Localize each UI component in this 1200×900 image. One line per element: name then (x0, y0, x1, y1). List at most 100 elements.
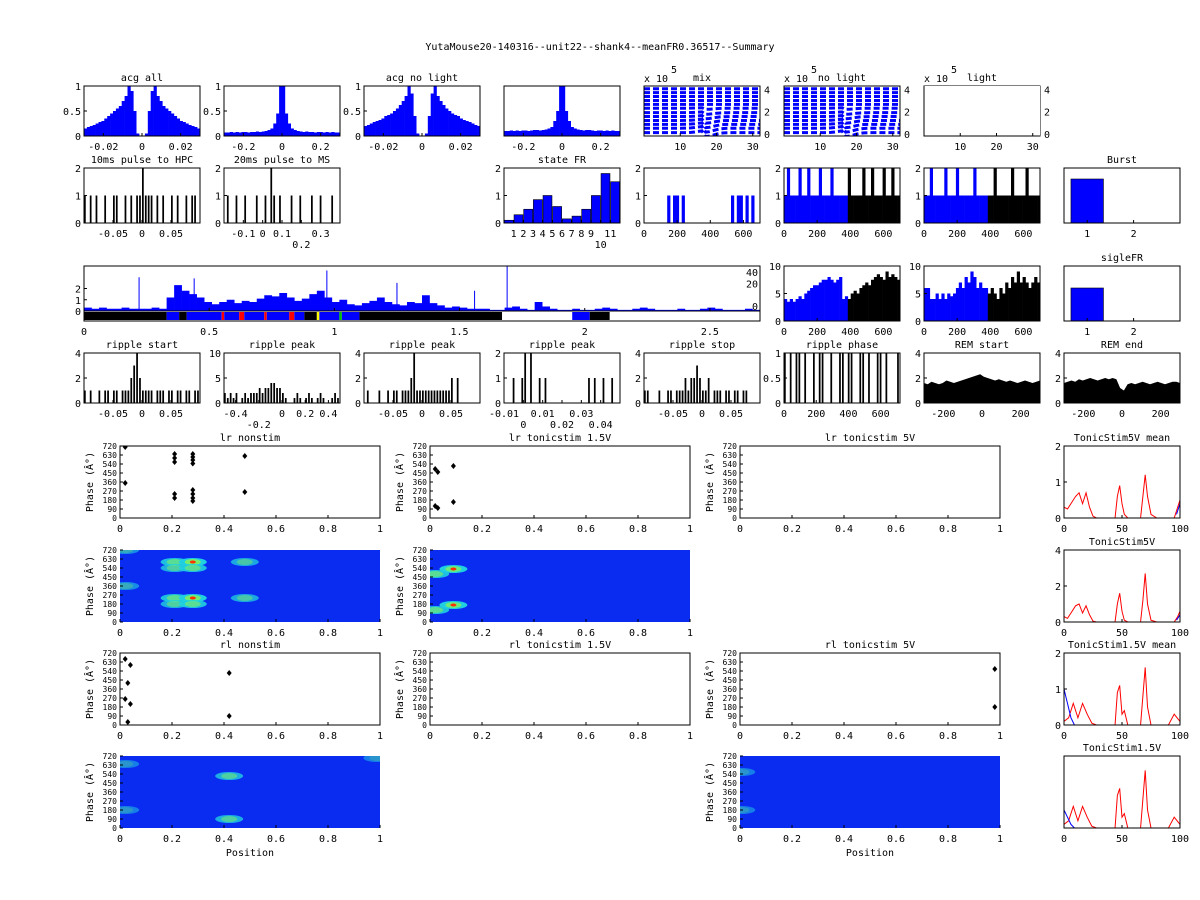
bar (804, 353, 807, 403)
bar (950, 195, 954, 223)
bar (308, 132, 312, 136)
bar (938, 299, 942, 321)
bar (339, 299, 348, 311)
bar (807, 168, 811, 223)
bar (891, 168, 895, 223)
scatter-point (122, 696, 128, 702)
bar (856, 195, 860, 223)
y-axis-label: Phase (Â°) (83, 452, 96, 512)
bar (926, 195, 931, 223)
bar (442, 390, 445, 403)
bar (594, 308, 603, 311)
bar (369, 123, 373, 136)
x-tick-label: 0 (737, 834, 743, 845)
bar (331, 132, 335, 136)
panel-acg_all_wide: -0.2 0 0.2 0 0.5 1 (203, 82, 341, 153)
x-tick-label: 0.4 (319, 409, 337, 420)
y-tick-label: 720 (723, 752, 738, 761)
bar (319, 393, 322, 403)
bar (935, 293, 939, 321)
bar (299, 131, 303, 136)
y-tick-label: 90 (417, 505, 427, 514)
bar (293, 398, 296, 403)
bar (189, 294, 197, 311)
bar (850, 293, 854, 321)
y-tick-label: 2 (1055, 649, 1061, 660)
bar (973, 277, 977, 321)
y-axis-label: Phase (Â°) (703, 762, 716, 822)
bar (675, 390, 678, 403)
bar (147, 111, 151, 136)
bar (970, 195, 974, 223)
x-tick-label: 0 (921, 327, 927, 338)
bar (416, 390, 418, 403)
bar (979, 195, 983, 223)
bar (276, 388, 278, 403)
state-segment (316, 312, 320, 320)
bar (171, 390, 173, 403)
panel-acg_nolight_wide: -0.2 0 0.2 (503, 85, 621, 153)
bar (451, 113, 455, 136)
bar (311, 195, 313, 223)
bar (261, 131, 265, 136)
bar (241, 398, 244, 403)
x-axis-label: Position (226, 848, 274, 859)
bar (885, 271, 889, 321)
y-tick-label: 720 (413, 649, 428, 658)
bar (179, 390, 182, 403)
bar (993, 168, 997, 223)
axes-frame (429, 445, 691, 519)
panel-ripple_phase: ripple phase 0 200 400 600 0 0.5 1 (763, 340, 901, 420)
bar (515, 130, 519, 136)
x-tick-label: 0.4 (525, 524, 543, 535)
y-tick-label: 270 (723, 797, 738, 806)
y-tick-label: 2 (635, 374, 641, 385)
bar (941, 195, 945, 223)
bar (301, 298, 310, 311)
bar (253, 132, 257, 136)
panel-rl_tonic5: rl tonicstim 5V0 0.2 0.4 0.6 0.8 109018027036… (703, 640, 1003, 742)
y-tick-label: 4 (904, 85, 910, 96)
line-series (1064, 474, 1180, 518)
y-tick-label: 1 (1055, 685, 1061, 696)
bar (162, 195, 165, 223)
bar (226, 132, 231, 136)
state-segment (294, 312, 305, 320)
bar (1037, 195, 1040, 223)
bar (859, 288, 863, 321)
plot-area (430, 550, 690, 622)
scatter-point (242, 453, 248, 459)
bar (553, 121, 557, 136)
bar (267, 130, 271, 136)
bar (378, 120, 382, 136)
bar (897, 195, 900, 223)
heatmap-blob (230, 558, 259, 566)
bar (337, 398, 339, 403)
x-tick-label: 0.6 (577, 524, 595, 535)
line-series (1064, 809, 1075, 828)
x-tick-label: 1 (687, 628, 693, 639)
x-tick-label: 0.4 (525, 731, 543, 742)
bar (276, 113, 280, 136)
bar (564, 309, 573, 311)
y-tick-label: 2 (635, 164, 641, 175)
panel-title: REM start (955, 340, 1009, 351)
heatmap-blob-peak (450, 567, 457, 571)
heatmap-background (430, 550, 690, 622)
bar (364, 126, 368, 136)
exponent-power: 5 (951, 65, 957, 76)
bar (290, 128, 294, 136)
bar (950, 296, 954, 321)
x-tick-label: 0 (781, 327, 787, 338)
bar (433, 390, 436, 403)
bar (617, 131, 620, 136)
y-tick-label: 0.5 (343, 107, 361, 118)
x-tick-label: 50 (1116, 731, 1128, 742)
y-tick-label: 90 (727, 815, 737, 824)
x-tick-label: -0.05 (378, 409, 408, 420)
y-tick-label: 4 (764, 85, 770, 96)
bar (953, 195, 957, 223)
y-tick-label: 1 (75, 82, 81, 93)
y-tick-label: 180 (413, 496, 428, 505)
